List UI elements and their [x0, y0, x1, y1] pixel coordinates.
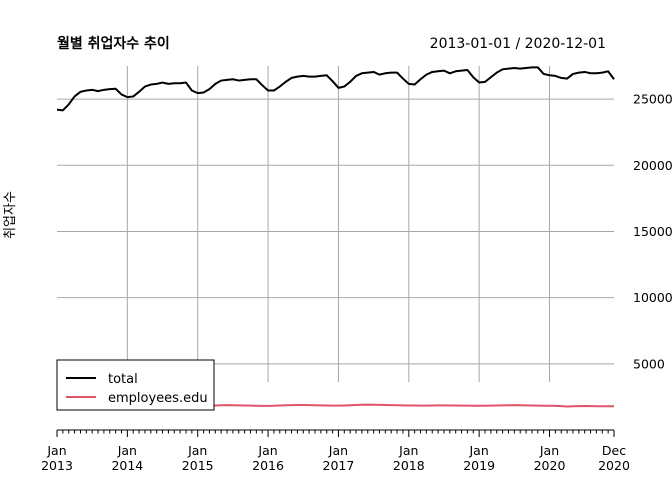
x-tick-month: Dec [602, 443, 626, 458]
series-lines [56, 66, 615, 408]
legend-label-total: total [108, 372, 138, 387]
y-tick-label: 5000 [633, 356, 665, 371]
x-tick-month: Jan [539, 443, 559, 458]
y-tick-label: 10000 [633, 290, 672, 305]
y-tick-label: 20000 [633, 158, 672, 173]
x-tick-year: 2013 [41, 458, 73, 473]
gridlines [57, 66, 614, 382]
x-tick-year: 2020 [534, 458, 566, 473]
legend-box [56, 359, 215, 411]
series-line-total [56, 66, 615, 112]
x-tick-month: Jan [257, 443, 277, 458]
y-axis-label: 취업자수 [3, 191, 18, 239]
y-tick-label: 15000 [633, 224, 672, 239]
y-tick-label: 25000 [633, 92, 672, 107]
x-tick-year: 2018 [393, 458, 425, 473]
legend: total employees.edu [56, 359, 215, 411]
x-tick-year: 2014 [111, 458, 143, 473]
legend-label-employees-edu: employees.edu [108, 391, 208, 406]
date-range: 2013-01-01 / 2020-12-01 [430, 36, 606, 52]
x-tick-month: Jan [46, 443, 66, 458]
x-tick-month: Jan [117, 443, 137, 458]
x-tick-month: Jan [398, 443, 418, 458]
x-tick-year: 2020 [598, 458, 630, 473]
x-tick-month: Jan [328, 443, 348, 458]
x-tick-month: Jan [469, 443, 489, 458]
x-tick-year: 2015 [182, 458, 214, 473]
x-tick-month: Jan [187, 443, 207, 458]
x-tick-year: 2019 [463, 458, 495, 473]
x-axis: Jan2013Jan2014Jan2015Jan2016Jan2017Jan20… [41, 429, 630, 473]
chart-title: 월별 취업자수 추이 [57, 35, 170, 52]
x-tick-year: 2016 [252, 458, 284, 473]
x-tick-year: 2017 [323, 458, 355, 473]
y-axis: 5000 10000 15000 20000 25000 [633, 92, 672, 372]
